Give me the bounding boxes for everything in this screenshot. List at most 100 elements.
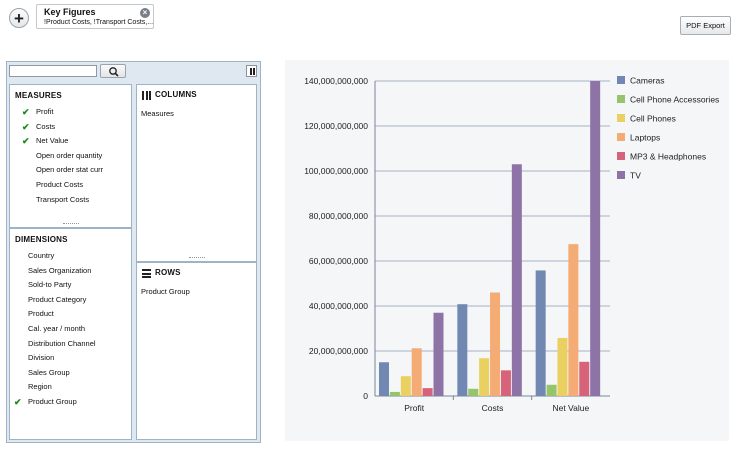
bar — [379, 362, 389, 396]
y-tick-label: 60,000,000,000 — [309, 256, 368, 266]
bar — [490, 292, 501, 396]
legend-label: Laptops — [630, 133, 660, 143]
dimensions-item-label: Region — [28, 382, 52, 392]
dimensions-item-label: Cal. year / month — [28, 323, 86, 333]
measures-list: ✔ Profit ✔ Costs ✔ Net Value Open order quanti… — [10, 105, 131, 207]
dimensions-item-label: Product — [28, 309, 54, 319]
y-tick-label: 40,000,000,000 — [309, 301, 368, 311]
add-button[interactable]: + — [9, 8, 29, 28]
dimensions-item[interactable]: Sales Group — [10, 366, 131, 381]
key-figures-subtitle: !Product Costs, !Transport Costs,... — [44, 19, 153, 26]
y-tick-label: 0 — [363, 391, 368, 401]
splitter-handle[interactable] — [62, 223, 79, 226]
measures-item[interactable]: ✔ Net Value — [10, 134, 131, 149]
bar — [457, 304, 468, 396]
y-tick-label: 120,000,000,000 — [304, 121, 368, 131]
measures-title: MEASURES — [15, 91, 62, 100]
dimensions-item[interactable]: Region — [10, 380, 131, 395]
measures-item[interactable]: Open order quantity — [10, 149, 131, 164]
legend-swatch — [617, 171, 625, 179]
legend-swatch — [617, 133, 625, 141]
rows-icon — [142, 269, 151, 278]
bar — [400, 376, 411, 396]
dimensions-item[interactable]: Product Category — [10, 293, 131, 308]
x-tick-label: Net Value — [552, 403, 589, 413]
legend-swatch — [617, 152, 625, 160]
rows-drop-zone[interactable]: ROWS Product Group — [136, 262, 257, 440]
y-tick-label: 20,000,000,000 — [309, 346, 368, 356]
dimensions-item[interactable]: Country — [10, 249, 131, 264]
measures-item[interactable]: ✔ Costs — [10, 120, 131, 135]
key-figures-title: Key Figures — [44, 7, 96, 17]
bar-chart: 0 20,000,000,000 40,000,000,000 60,000,000,… — [304, 76, 719, 414]
dimensions-item[interactable]: Distribution Channel — [10, 337, 131, 352]
bar — [568, 244, 579, 396]
dimensions-item[interactable]: Product — [10, 307, 131, 322]
bar — [389, 391, 400, 396]
bar — [590, 81, 601, 396]
columns-drop-zone[interactable]: COLUMNS Measures — [136, 84, 257, 262]
search-icon — [109, 67, 119, 77]
measures-item-label: Transport Costs — [36, 194, 90, 204]
pause-icon[interactable] — [246, 65, 257, 77]
dimensions-item[interactable]: Sold-to Party — [10, 278, 131, 293]
measures-item[interactable]: Open order stat curr — [10, 163, 131, 178]
check-icon: ✔ — [22, 107, 30, 117]
measures-item-label: Open order stat curr — [36, 165, 104, 175]
columns-title: COLUMNS — [155, 90, 197, 99]
pdf-export-button[interactable]: PDF Export — [680, 16, 731, 35]
check-icon: ✔ — [22, 136, 30, 147]
bar — [479, 358, 490, 396]
dimensions-item[interactable]: ✔ Product Group — [10, 395, 131, 410]
bar — [468, 388, 479, 396]
legend-label: Cameras — [630, 76, 664, 86]
dimensions-item[interactable]: Sales Organization — [10, 264, 131, 279]
columns-item[interactable]: Measures — [141, 109, 174, 118]
columns-icon — [142, 91, 151, 100]
legend-swatch — [617, 114, 625, 122]
dimensions-item[interactable]: Division — [10, 351, 131, 366]
bar — [557, 337, 568, 396]
dimensions-item-label: Distribution Channel — [28, 338, 96, 348]
y-tick-label: 100,000,000,000 — [304, 166, 368, 176]
search-input[interactable] — [9, 65, 97, 77]
measures-item[interactable]: Transport Costs — [10, 193, 131, 208]
measures-item-label: Net Value — [36, 136, 69, 146]
dimensions-item-label: Division — [28, 353, 55, 363]
bar — [579, 361, 590, 396]
check-icon: ✔ — [22, 121, 30, 132]
legend-label: MP3 & Headphones — [630, 152, 706, 162]
check-icon: ✔ — [14, 396, 22, 407]
splitter-handle[interactable] — [188, 257, 205, 260]
measures-item-label: Costs — [36, 121, 56, 131]
x-tick-label: Costs — [482, 403, 504, 413]
rows-item[interactable]: Product Group — [141, 287, 190, 296]
dimensions-item[interactable]: Cal. year / month — [10, 322, 131, 337]
measures-item[interactable]: Product Costs — [10, 178, 131, 193]
dimensions-item-label: Product Category — [28, 294, 87, 304]
dimensions-item-label: Sales Organization — [28, 265, 92, 275]
query-designer: MEASURES ✔ Profit ✔ Costs ✔ Net Value Open ord… — [6, 61, 261, 443]
dimensions-panel: DIMENSIONS Country Sales Organization Sold… — [9, 228, 132, 440]
close-icon[interactable]: × — [140, 8, 150, 18]
key-figures-chip[interactable]: Key Figures !Product Costs, !Transport C… — [36, 4, 154, 29]
search-button[interactable] — [100, 64, 126, 78]
x-tick-label: Profit — [404, 403, 424, 413]
measures-panel: MEASURES ✔ Profit ✔ Costs ✔ Net Value Open ord… — [9, 84, 132, 228]
chart-area: 0 20,000,000,000 40,000,000,000 60,000,000,… — [285, 60, 729, 441]
bar — [535, 270, 546, 396]
measures-item-label: Open order quantity — [36, 150, 103, 160]
bar — [411, 348, 422, 396]
dimensions-item-label: Sales Group — [28, 367, 70, 377]
bar — [433, 312, 444, 396]
legend-label: Cell Phones — [630, 114, 676, 124]
y-tick-label: 80,000,000,000 — [309, 211, 368, 221]
measures-item-label: Profit — [36, 107, 54, 116]
bar — [422, 388, 433, 396]
dimensions-item-label: Sold-to Party — [28, 280, 72, 290]
bar — [546, 384, 557, 396]
measures-item[interactable]: ✔ Profit — [10, 105, 131, 120]
dimensions-title: DIMENSIONS — [15, 235, 68, 244]
measures-item-label: Product Costs — [36, 179, 84, 189]
y-tick-label: 140,000,000,000 — [304, 76, 368, 86]
